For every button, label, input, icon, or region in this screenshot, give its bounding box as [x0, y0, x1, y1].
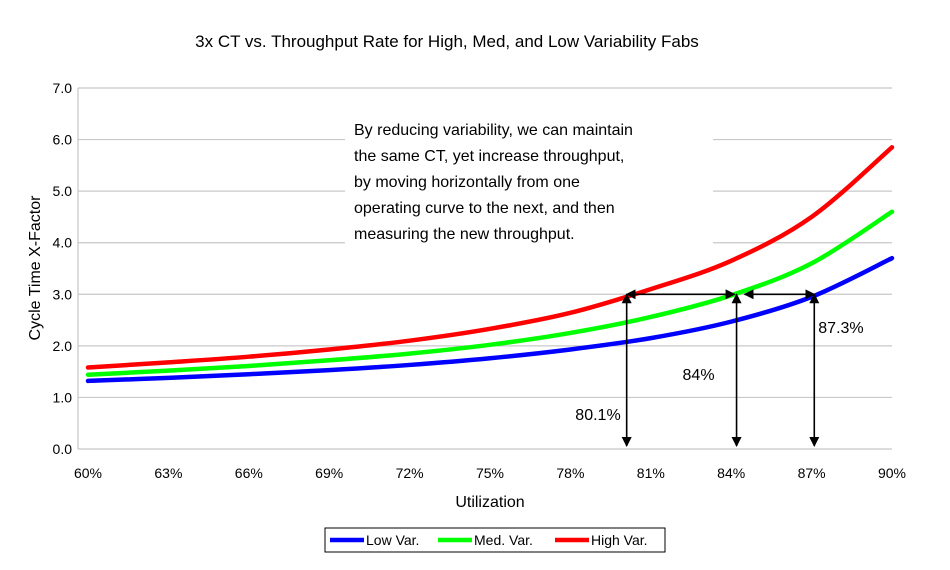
y-tick-label: 1.0 — [53, 389, 73, 405]
series-line-1 — [85, 209, 895, 377]
annotation-text: the same CT, yet increase throughput, — [354, 148, 624, 165]
legend-label: Low Var. — [366, 532, 419, 548]
chart-title: 3x CT vs. Throughput Rate for High, Med,… — [195, 32, 699, 51]
legend-label: High Var. — [591, 532, 648, 548]
annotation-text: by moving horizontally from one — [354, 174, 580, 191]
y-tick-label: 5.0 — [53, 183, 73, 199]
y-tick-label: 6.0 — [53, 132, 73, 148]
annotation-box — [345, 108, 713, 245]
y-tick-label: 3.0 — [53, 286, 73, 302]
x-tick-label: 63% — [154, 465, 182, 481]
x-tick-label: 84% — [717, 465, 745, 481]
series-line-0 — [85, 255, 895, 384]
y-tick-label: 7.0 — [53, 80, 73, 96]
x-tick-label: 72% — [396, 465, 424, 481]
annotation-text: By reducing variability, we can maintain — [354, 122, 633, 139]
legend-box — [324, 527, 666, 553]
annotation-text: measuring the new throughput. — [354, 226, 575, 243]
y-tick-label: 2.0 — [53, 338, 73, 354]
x-tick-label: 60% — [74, 465, 102, 481]
x-tick-label: 78% — [556, 465, 584, 481]
y-tick-label: 0.0 — [53, 441, 73, 457]
marker-label: 80.1% — [575, 407, 620, 424]
legend-label: Med. Var. — [474, 532, 533, 548]
x-tick-label: 90% — [878, 465, 906, 481]
marker-label: 84% — [683, 367, 715, 384]
y-axis-label: Cycle Time X-Factor — [27, 195, 44, 341]
x-tick-label: 66% — [235, 465, 263, 481]
annotation-text: operating curve to the next, and then — [354, 200, 615, 217]
y-tick-label: 4.0 — [53, 235, 73, 251]
x-axis-label: Utilization — [455, 494, 524, 511]
marker-label: 87.3% — [818, 320, 863, 337]
x-tick-label: 69% — [315, 465, 343, 481]
x-tick-label: 81% — [637, 465, 665, 481]
series-line-2 — [85, 145, 895, 370]
x-tick-label: 75% — [476, 465, 504, 481]
x-tick-label: 87% — [798, 465, 826, 481]
